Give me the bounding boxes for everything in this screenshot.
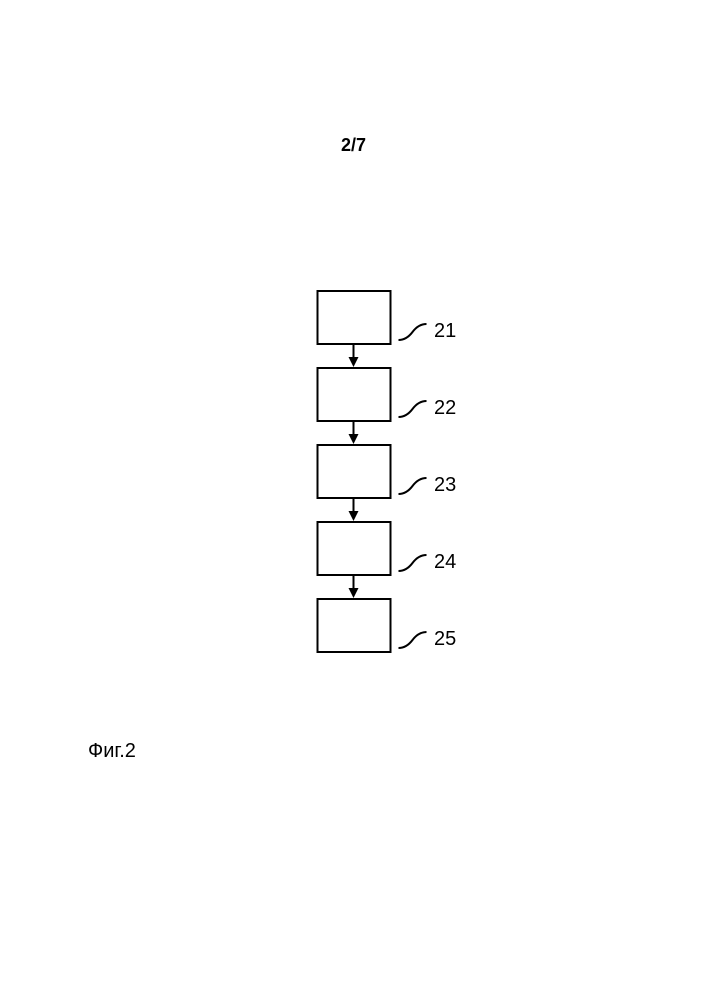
label-group: 21 bbox=[398, 320, 456, 343]
box-label: 22 bbox=[434, 397, 456, 420]
page-number: 2/7 bbox=[341, 135, 366, 156]
label-group: 24 bbox=[398, 551, 456, 574]
label-group: 22 bbox=[398, 397, 456, 420]
flowchart-box-25: 25 bbox=[316, 598, 391, 653]
label-group: 23 bbox=[398, 474, 456, 497]
label-group: 25 bbox=[398, 628, 456, 651]
flowchart-container: 21 22 23 bbox=[316, 290, 391, 653]
flowchart-arrow bbox=[316, 422, 391, 444]
box-label: 25 bbox=[434, 628, 456, 651]
flowchart-arrow bbox=[316, 499, 391, 521]
leader-line bbox=[398, 553, 426, 573]
flowchart-box-21: 21 bbox=[316, 290, 391, 345]
leader-line bbox=[398, 630, 426, 650]
box-label: 24 bbox=[434, 551, 456, 574]
leader-line bbox=[398, 322, 426, 342]
flowchart-box-24: 24 bbox=[316, 521, 391, 576]
box-label: 23 bbox=[434, 474, 456, 497]
leader-line bbox=[398, 399, 426, 419]
flowchart-arrow bbox=[316, 345, 391, 367]
flowchart-arrow bbox=[316, 576, 391, 598]
box-label: 21 bbox=[434, 320, 456, 343]
figure-caption: Фиг.2 bbox=[88, 740, 136, 763]
flowchart-box-22: 22 bbox=[316, 367, 391, 422]
flowchart-box-23: 23 bbox=[316, 444, 391, 499]
leader-line bbox=[398, 476, 426, 496]
